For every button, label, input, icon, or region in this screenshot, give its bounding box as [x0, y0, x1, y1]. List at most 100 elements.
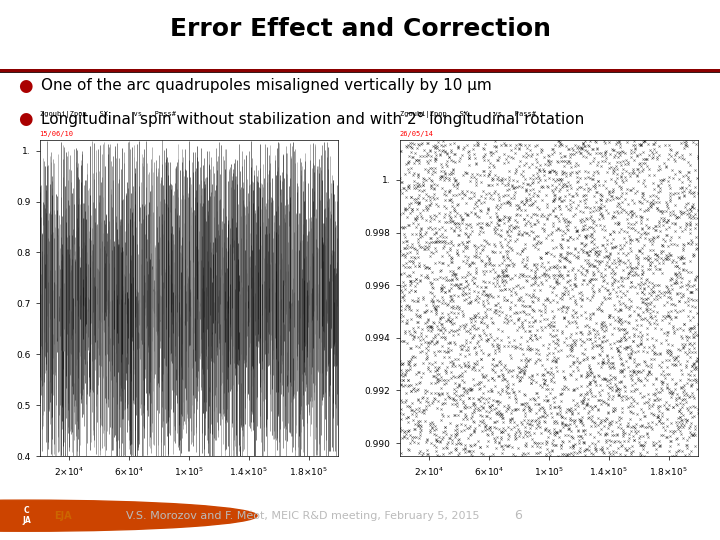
Point: [399, 253, 410, 262]
Point: [600, 436, 612, 444]
Point: [545, 318, 557, 327]
Point: [396, 360, 408, 368]
Point: [658, 287, 670, 296]
Point: [406, 207, 418, 215]
Point: [548, 429, 559, 438]
Point: [624, 168, 635, 177]
Point: [405, 147, 417, 156]
Point: [671, 270, 683, 279]
Point: [415, 421, 426, 430]
Point: [521, 179, 532, 188]
Point: [687, 189, 698, 198]
Point: [437, 244, 449, 253]
Point: [525, 221, 536, 230]
Point: [573, 183, 585, 191]
Point: [559, 157, 571, 165]
Point: [631, 171, 643, 179]
Point: [642, 155, 653, 164]
Point: [431, 275, 443, 284]
Point: [419, 307, 431, 316]
Point: [441, 173, 452, 182]
Point: [679, 187, 690, 195]
Point: [430, 447, 441, 455]
Point: [549, 403, 561, 411]
Point: [570, 415, 581, 424]
Point: [501, 249, 513, 258]
Point: [552, 214, 564, 222]
Point: [607, 359, 618, 367]
Point: [419, 165, 431, 173]
Point: [598, 397, 610, 406]
Point: [529, 272, 541, 280]
Point: [562, 217, 574, 225]
Point: [613, 378, 625, 387]
Point: [688, 376, 699, 384]
Point: [589, 250, 600, 259]
Point: [472, 403, 483, 412]
Point: [511, 248, 523, 257]
Point: [558, 157, 570, 165]
Point: [536, 412, 548, 421]
Point: [485, 384, 497, 393]
Point: [413, 407, 425, 415]
Point: [460, 276, 472, 285]
Point: [422, 138, 433, 147]
Point: [643, 289, 654, 298]
Point: [652, 413, 664, 421]
Point: [564, 195, 576, 204]
Point: [503, 260, 515, 269]
Point: [543, 158, 554, 167]
Point: [601, 168, 613, 177]
Point: [409, 214, 420, 222]
Point: [557, 235, 568, 244]
Point: [613, 228, 625, 237]
Point: [436, 298, 448, 307]
Point: [571, 233, 582, 242]
Point: [493, 153, 505, 161]
Point: [513, 203, 524, 212]
Point: [603, 375, 614, 384]
Point: [412, 384, 423, 393]
Point: [652, 188, 664, 197]
Point: [481, 412, 492, 421]
Point: [473, 213, 485, 221]
Point: [429, 358, 441, 367]
Point: [688, 359, 700, 368]
Point: [481, 424, 492, 433]
Point: [528, 219, 540, 228]
Point: [550, 427, 562, 436]
Point: [580, 194, 592, 203]
Point: [686, 362, 698, 370]
Point: [630, 254, 642, 262]
Point: [633, 280, 644, 288]
Point: [534, 404, 546, 413]
Point: [675, 210, 686, 218]
Point: [577, 295, 588, 304]
Point: [523, 180, 534, 188]
Point: [637, 280, 649, 288]
Point: [400, 237, 412, 245]
Point: [616, 366, 628, 374]
Point: [400, 244, 411, 252]
Point: [670, 276, 682, 285]
Point: [494, 412, 505, 421]
Point: [449, 384, 460, 393]
Point: [456, 369, 467, 377]
Point: [400, 205, 411, 214]
Point: [527, 192, 539, 200]
Point: [673, 264, 685, 273]
Point: [649, 222, 661, 231]
Point: [459, 242, 471, 251]
Point: [541, 380, 553, 389]
Point: [577, 208, 589, 217]
Point: [595, 191, 606, 200]
Point: [404, 203, 415, 212]
Point: [613, 391, 625, 400]
Point: [402, 427, 414, 436]
Point: [481, 370, 492, 379]
Point: [654, 162, 665, 171]
Point: [690, 348, 701, 356]
Point: [423, 239, 435, 248]
Point: [621, 342, 632, 351]
Point: [436, 171, 448, 180]
